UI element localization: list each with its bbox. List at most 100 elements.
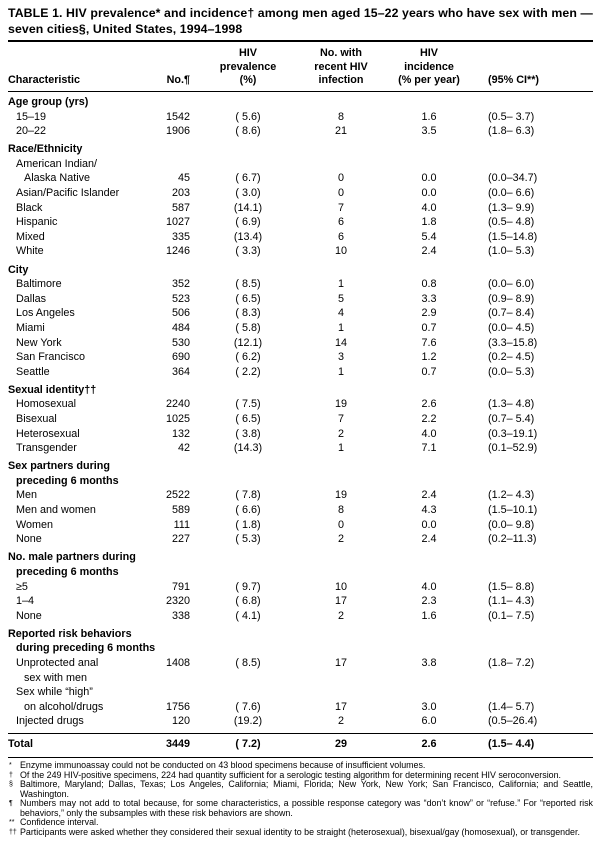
ci-cell: (0.5–26.4) <box>488 715 538 728</box>
incidence-cell: 1.6 <box>421 609 437 622</box>
no-cell: 484 <box>171 321 190 334</box>
table-row: None 227 ( 5.3) 2 2.4 (0.2–11.3) <box>8 532 593 547</box>
recent-infection-cell: 19 <box>334 489 347 502</box>
characteristic-cell: Miami <box>16 321 45 334</box>
ci-cell <box>474 379 593 397</box>
table-row: Unprotected anal 1408 ( 8.5) 17 3.8 (1.8– 7.2… <box>8 656 593 671</box>
table-row: Injected drugs 120 (19.2) 2 6.0 (0.5–26.4) <box>8 714 593 729</box>
no-cell <box>158 641 198 656</box>
footnote: ** Confidence interval. <box>8 817 593 828</box>
characteristic-cell: San Francisco <box>16 351 86 364</box>
incidence-cell: 1.6 <box>421 110 437 123</box>
footnote-marker: ¶ <box>9 800 13 808</box>
table-row: 1–4 2320 ( 6.8) 17 2.3 (1.1– 4.3) <box>8 594 593 609</box>
recent-infection-cell: 17 <box>334 595 347 608</box>
prevalence-cell: ( 3.3) <box>235 245 261 258</box>
ci-cell: (1.0– 5.3) <box>488 245 535 258</box>
recent-infection-cell <box>298 641 384 656</box>
recent-infection-cell: 6 <box>337 230 344 243</box>
table-row: Homosexual 2240 ( 7.5) 19 2.6 (1.3– 4.8) <box>8 397 593 412</box>
recent-infection-cell: 4 <box>337 307 344 320</box>
footnote-text: Enzyme immunoassay could not be conducte… <box>20 760 426 771</box>
ci-cell: (0.5– 4.8) <box>488 216 535 229</box>
prevalence-cell: ( 6.7) <box>235 172 261 185</box>
ci-cell: (0.0– 9.8) <box>488 518 535 531</box>
recent-infection-cell: 1 <box>337 321 344 334</box>
footnote: * Enzyme immunoassay could not be conduct… <box>8 760 593 771</box>
no-cell: 523 <box>171 292 190 305</box>
recent-infection-cell <box>298 474 384 489</box>
header-line: (%) <box>239 74 257 86</box>
footnote: § Baltimore, Maryland; Dallas, Texas; Los… <box>8 779 593 799</box>
no-cell: 506 <box>171 307 190 320</box>
table-row: Men 2522 ( 7.8) 19 2.4 (1.2– 4.3) <box>8 488 593 503</box>
section-row: preceding 6 months <box>8 474 593 489</box>
no-cell: 1542 <box>165 110 190 123</box>
recent-infection-cell: 10 <box>334 245 347 258</box>
characteristic-cell: Sex while “high” <box>16 686 93 699</box>
ci-cell: (1.5–14.8) <box>488 230 538 243</box>
header-line: incidence <box>404 60 454 73</box>
ci-cell: (0.1–52.9) <box>488 442 538 455</box>
table-head: Characteristic No.¶ HIV prevalence (%) N… <box>8 41 593 92</box>
incidence-cell: 0.0 <box>421 518 437 531</box>
footnote: † Of the 249 HIV-positive specimens, 224 … <box>8 769 593 781</box>
prevalence-cell <box>198 157 298 172</box>
table-row: Black 587 (14.1) 7 4.0 (1.3– 9.9) <box>8 201 593 216</box>
incidence-cell: 7.6 <box>421 336 437 349</box>
incidence-cell: 3.0 <box>421 700 437 713</box>
characteristic-cell: Men and women <box>16 504 96 517</box>
no-cell: 2320 <box>165 595 190 608</box>
characteristic-cell: White <box>16 245 44 258</box>
characteristic-cell: New York <box>16 336 62 349</box>
ci-cell <box>474 623 593 641</box>
table-body: Age group (yrs) 15–19 1542( 5.6) 8 1.6 (0.5– … <box>8 91 593 759</box>
recent-infection-cell: 0 <box>337 518 344 531</box>
table-row: White 1246 ( 3.3) 10 2.4 (1.0– 5.3) <box>8 244 593 259</box>
recent-infection-cell: 0 <box>337 172 344 185</box>
no-cell: 338 <box>171 609 190 622</box>
footnote-text: Of the 249 HIV-positive specimens, 224 h… <box>20 769 561 780</box>
characteristic-cell: Transgender <box>16 442 77 455</box>
incidence-cell: 1.8 <box>421 216 437 229</box>
ci-cell: (1.5–10.1) <box>488 504 538 517</box>
prevalence-cell <box>198 547 298 565</box>
no-cell: 111 <box>173 518 190 531</box>
prevalence-cell <box>198 456 298 474</box>
no-cell: 589 <box>171 504 190 517</box>
header-line: recent HIV <box>314 60 368 73</box>
no-cell: 42 <box>177 442 190 455</box>
footnote-text: Participants were asked whether they con… <box>20 826 580 837</box>
table-row: Transgender 42 (14.3) 1 7.1 (0.1–52.9) <box>8 441 593 456</box>
no-cell: 227 <box>171 533 190 546</box>
prevalence-cell: ( 8.6) <box>235 125 261 138</box>
characteristic-cell: No. male partners during <box>8 551 136 564</box>
characteristic-cell: Heterosexual <box>16 427 80 440</box>
recent-infection-cell <box>298 379 384 397</box>
table-row: Asian/Pacific Islander 203 ( 3.0) 0 0.0 (0.0–… <box>8 186 593 201</box>
footnote: †† Participants were asked whether they c… <box>8 826 593 838</box>
prevalence-cell: ( 8.3) <box>235 307 261 320</box>
ci-cell <box>474 641 593 656</box>
prevalence-cell: ( 6.5) <box>235 412 261 425</box>
characteristic-cell: American Indian/ <box>16 157 98 170</box>
table-row: ≥5 791 ( 9.7) 10 4.0 (1.5– 8.8) <box>8 580 593 595</box>
characteristic-cell: 15–19 <box>16 110 47 123</box>
ci-cell: (1.8– 6.3) <box>488 125 535 138</box>
total-rule-spacer <box>8 728 593 735</box>
prevalence-cell: ( 6.9) <box>235 216 261 229</box>
characteristic-cell: Baltimore <box>16 278 62 291</box>
section-row: Age group (yrs) <box>8 91 593 110</box>
no-cell: 791 <box>171 580 190 593</box>
prevalence-cell <box>198 641 298 656</box>
recent-infection-cell: 14 <box>334 336 347 349</box>
characteristic-cell: on alcohol/drugs <box>24 700 104 713</box>
table-row: San Francisco 690 ( 6.2) 3 1.2 (0.2– 4.5) <box>8 350 593 365</box>
incidence-cell: 4.0 <box>421 580 437 593</box>
table-row: None 338 ( 4.1) 2 1.6 (0.1– 7.5) <box>8 609 593 624</box>
no-cell: 1025 <box>165 412 190 425</box>
recent-infection-cell: 2 <box>337 427 344 440</box>
prevalence-cell: (13.4) <box>233 230 263 243</box>
incidence-cell <box>384 685 474 700</box>
no-cell <box>158 91 198 110</box>
